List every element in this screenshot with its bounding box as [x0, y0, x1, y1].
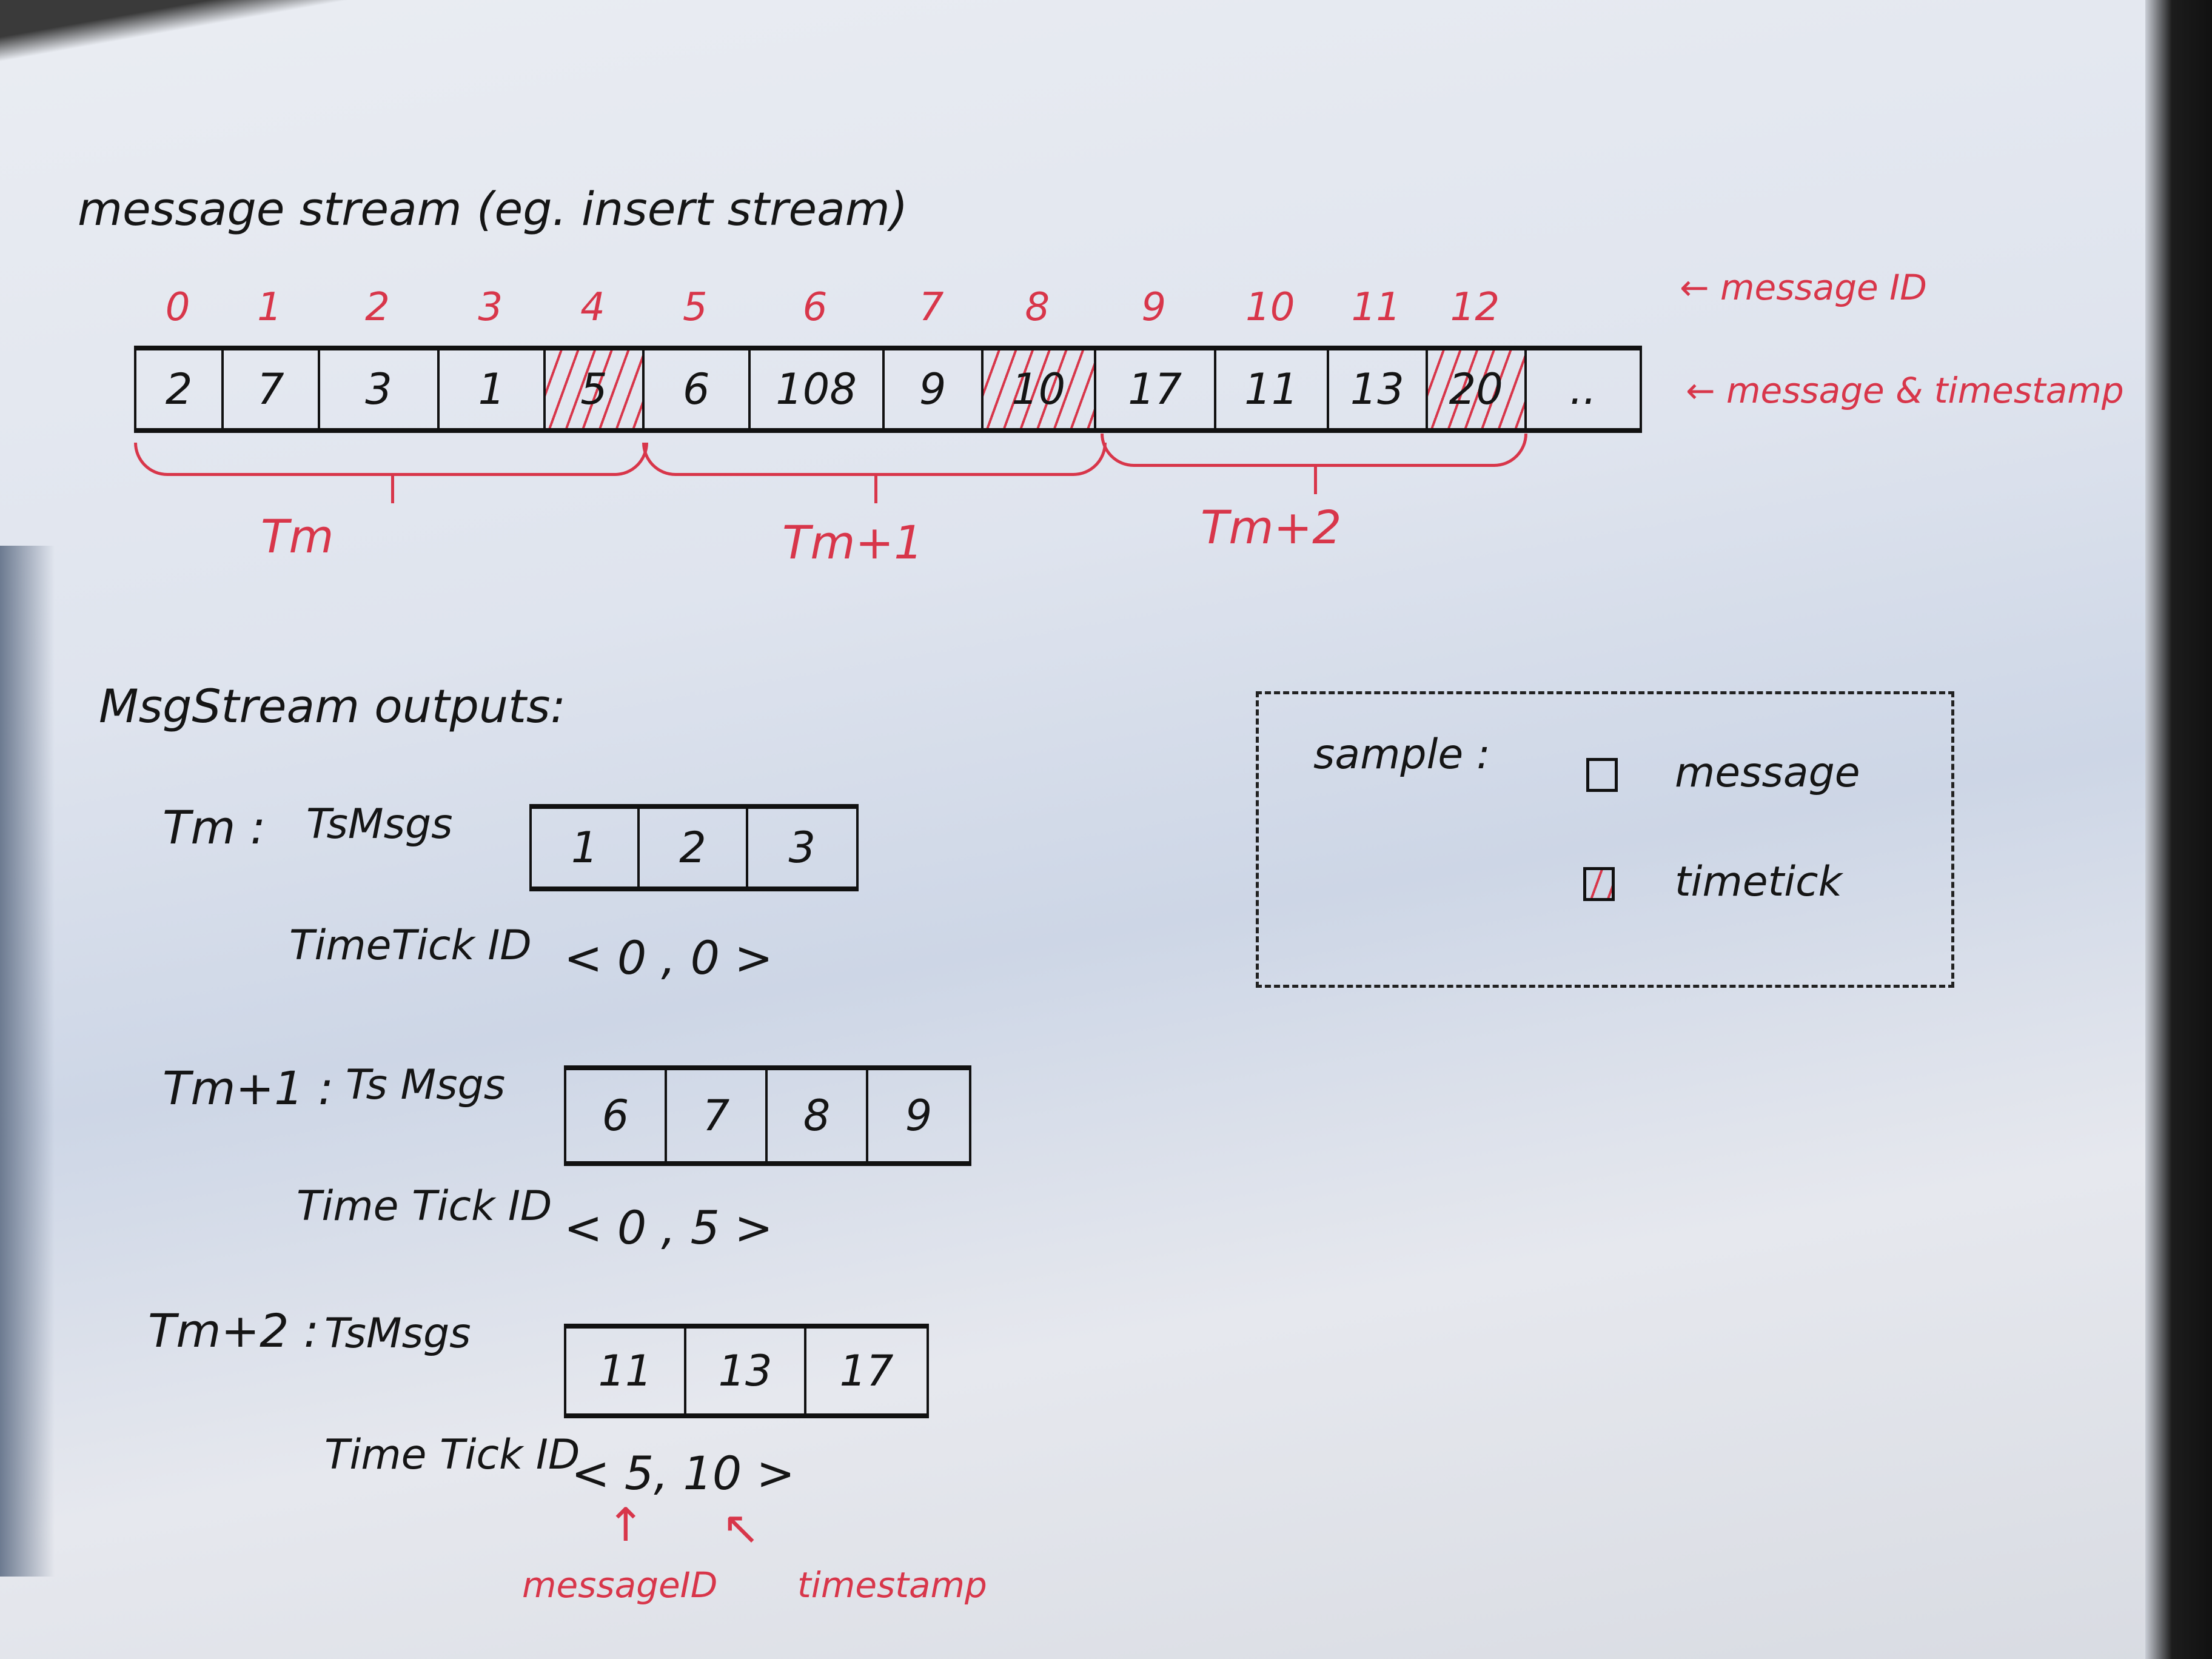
- output-message-cell: 6: [566, 1070, 667, 1161]
- message-id: 0: [165, 285, 190, 330]
- output-message-cell: 2: [640, 809, 748, 886]
- group-tm-timetick: < 0 , 0 >: [564, 931, 773, 985]
- message-id: 1: [257, 285, 282, 330]
- range-label-tm1: Tm+1: [782, 515, 923, 569]
- message-timestamp-label: ← message & timestamp: [1686, 370, 2124, 411]
- group-tm1-msgs-label: Ts Msgs: [346, 1061, 506, 1109]
- timetick-cell: 10: [983, 350, 1096, 428]
- group-tm2-msgs-label: TsMsgs: [324, 1310, 471, 1358]
- output-message-cell: 17: [839, 1346, 894, 1396]
- group-tm-timetick-label: TimeTick ID: [289, 922, 532, 970]
- range-label-tm2: Tm+2: [1201, 500, 1342, 554]
- message-cell: 7: [224, 350, 320, 428]
- message-id: 7: [919, 285, 944, 330]
- annotation-timestamp: timestamp: [797, 1564, 987, 1606]
- message-stream: 2 7 3 1 5 6 108 9 10 17 11 13 20..: [134, 346, 1642, 433]
- message-cell: 17: [1096, 350, 1216, 428]
- group-tm1-name: Tm+1 :: [163, 1061, 334, 1115]
- range-label-tm: Tm: [261, 509, 334, 563]
- group-tm2-timetick: < 5, 10 >: [571, 1446, 796, 1500]
- message-cell: 6: [645, 350, 751, 428]
- message-cell: 2: [136, 350, 224, 428]
- message-id: 6: [802, 285, 828, 330]
- message-square-icon: [1586, 758, 1618, 792]
- message-cell: 11: [1216, 350, 1329, 428]
- output-message-cell: 8: [768, 1070, 868, 1161]
- message-id: 11: [1351, 285, 1401, 330]
- legend-label: sample :: [1313, 731, 1490, 779]
- timetick-square-icon: [1583, 867, 1615, 901]
- group-tm-name: Tm :: [163, 800, 266, 854]
- message-cell: 3: [320, 350, 440, 428]
- timetick-cell: 20: [1427, 350, 1527, 428]
- output-message-cell: 3: [788, 823, 816, 873]
- message-cell: 1: [440, 350, 546, 428]
- output-message-cell: 9: [905, 1091, 933, 1141]
- message-id: 2: [365, 285, 390, 330]
- outputs-heading: MsgStream outputs:: [99, 679, 566, 733]
- group-tm2-name: Tm+2 :: [148, 1304, 320, 1358]
- legend-timetick: timetick: [1675, 858, 1842, 906]
- group-tm-msgs-label: TsMsgs: [306, 800, 453, 848]
- message-id: 8: [1025, 285, 1050, 330]
- output-message-cell: 11: [566, 1329, 686, 1413]
- message-id: 12: [1450, 285, 1500, 330]
- message-id: 5: [682, 285, 708, 330]
- annotation-message-id: messageID: [522, 1564, 718, 1606]
- output-message-cell: 1: [532, 809, 640, 886]
- diagram-title: message stream (eg. insert stream): [78, 182, 908, 236]
- output-message-cell: 13: [686, 1329, 806, 1413]
- legend: sample : message timetick: [1256, 691, 1954, 988]
- group-tm1-timetick: < 0 , 5 >: [564, 1201, 773, 1255]
- arrow-up-icon: ↑: [606, 1498, 645, 1552]
- table-edge: [2145, 0, 2212, 1659]
- range-brace-tm1: [642, 443, 1107, 503]
- message-id-label: ← message ID: [1680, 267, 1927, 308]
- range-brace-tm2: [1101, 434, 1527, 494]
- legend-message: message: [1675, 749, 1860, 797]
- shadow: [0, 546, 55, 1577]
- message-id: 9: [1141, 285, 1167, 330]
- timetick-cell: 5: [546, 350, 645, 428]
- output-message-cell: 7: [667, 1070, 768, 1161]
- message-id: 4: [580, 285, 605, 330]
- message-id: 3: [478, 285, 503, 330]
- arrow-up-left-icon: ↖: [722, 1501, 760, 1555]
- message-cell: 9: [885, 350, 984, 428]
- message-cell: 108: [751, 350, 885, 428]
- message-id: 10: [1245, 285, 1295, 330]
- group-tm2-timetick-label: Time Tick ID: [324, 1431, 580, 1479]
- group-tm1-timetick-label: Time Tick ID: [297, 1182, 552, 1230]
- message-cell: ..: [1569, 364, 1597, 414]
- group-tm2-msgs: 11 13 17: [564, 1324, 929, 1418]
- message-cell: 13: [1329, 350, 1428, 428]
- range-brace-tm: [134, 443, 648, 503]
